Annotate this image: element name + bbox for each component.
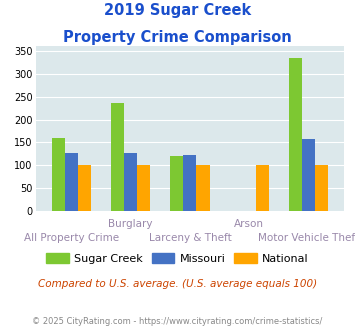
Text: 2019 Sugar Creek: 2019 Sugar Creek xyxy=(104,3,251,18)
Text: © 2025 CityRating.com - https://www.cityrating.com/crime-statistics/: © 2025 CityRating.com - https://www.city… xyxy=(32,317,323,326)
Text: All Property Crime: All Property Crime xyxy=(23,233,119,243)
Legend: Sugar Creek, Missouri, National: Sugar Creek, Missouri, National xyxy=(42,248,313,268)
Text: Larceny & Theft: Larceny & Theft xyxy=(148,233,231,243)
Bar xyxy=(170,156,184,211)
Text: Motor Vehicle Theft: Motor Vehicle Theft xyxy=(258,233,355,243)
Bar xyxy=(124,153,137,211)
Bar xyxy=(302,139,315,211)
Text: Property Crime Comparison: Property Crime Comparison xyxy=(63,30,292,45)
Text: Burglary: Burglary xyxy=(108,219,153,229)
Bar xyxy=(184,155,196,211)
Bar xyxy=(196,165,209,211)
Bar xyxy=(137,165,150,211)
Bar xyxy=(315,165,328,211)
Bar xyxy=(65,153,78,211)
Bar xyxy=(289,58,302,211)
Bar xyxy=(256,165,269,211)
Bar xyxy=(111,104,124,211)
Text: Arson: Arson xyxy=(234,219,264,229)
Text: Compared to U.S. average. (U.S. average equals 100): Compared to U.S. average. (U.S. average … xyxy=(38,279,317,289)
Bar xyxy=(51,138,65,211)
Bar xyxy=(78,165,91,211)
